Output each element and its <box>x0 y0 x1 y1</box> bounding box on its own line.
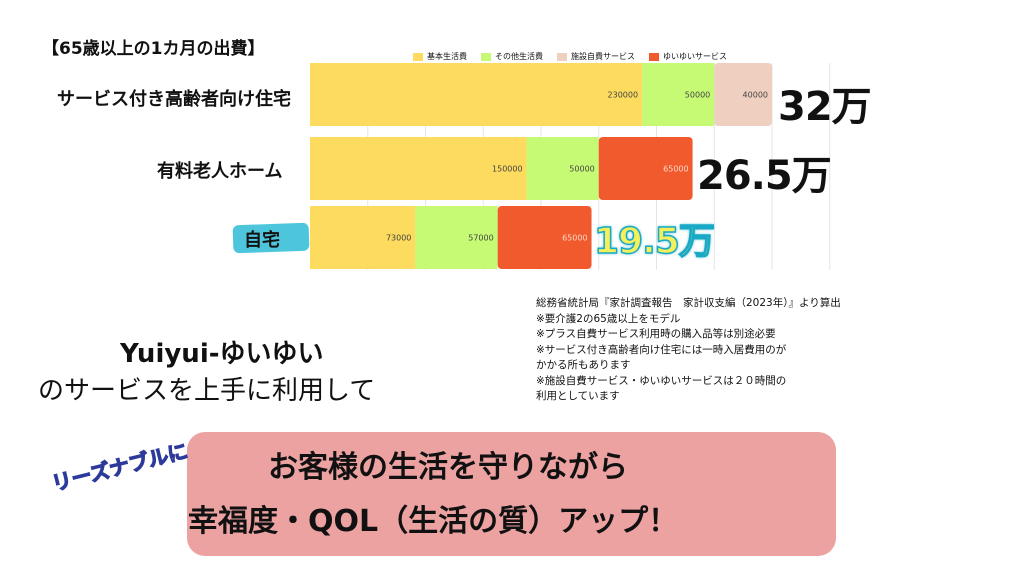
chart-legend: 基本生活費 その他生活費 施設自費サービス ゆいゆいサービス <box>413 51 727 62</box>
bar-value-label: 65000 <box>562 234 587 243</box>
brand-subtitle: のサービスを上手に利用して <box>38 376 376 406</box>
bar-value-label: 65000 <box>663 165 688 174</box>
legend-item: ゆいゆいサービス <box>649 51 727 62</box>
legend-label: 基本生活費 <box>427 52 467 61</box>
bar-value-label: 50000 <box>685 91 710 100</box>
legend-item: その他生活費 <box>481 51 543 62</box>
legend-label: その他生活費 <box>495 52 543 61</box>
bar-value-label: 230000 <box>608 91 639 100</box>
legend-swatch <box>481 52 491 61</box>
bar-segment <box>714 63 772 126</box>
bar-segment <box>497 206 592 269</box>
row-label-home: 自宅 <box>244 230 280 251</box>
total-label: 26.5万 <box>697 153 832 199</box>
source-note: 総務省統計局『家計調査報告 家計収支編（2023年）』より算出 ※要介護2の65… <box>536 296 841 405</box>
row-label-nursing-home: 有料老人ホーム <box>157 161 283 182</box>
brand-name: Yuiyui-ゆいゆい <box>120 339 324 369</box>
bar-segment <box>415 206 498 269</box>
legend-swatch <box>413 52 423 61</box>
row-label-sakoju: サービス付き高齢者向け住宅 <box>57 89 291 110</box>
bar-segment <box>598 137 693 200</box>
note-line: かかる所もあります <box>536 359 631 371</box>
bar-segment <box>310 63 643 126</box>
bar-value-label: 73000 <box>386 234 411 243</box>
page-title: 【65歳以上の1カ月の出費】 <box>42 39 265 59</box>
legend-swatch <box>649 52 659 61</box>
note-line: ※要介護2の65歳以上をモデル <box>536 312 681 325</box>
note-line: ※サービス付き高齢者向け住宅には一時入居費用のが <box>536 343 787 356</box>
banner-tag: リーズナブルに <box>49 438 191 496</box>
bar-value-label: 150000 <box>492 165 523 174</box>
note-line: ※施設自費サービス・ゆいゆいサービスは２０時間の <box>536 374 787 387</box>
bar-segment <box>642 63 715 126</box>
bar-segment <box>310 137 527 200</box>
banner-line-2: 幸福度・QOL（生活の質）アップ！ <box>188 504 679 539</box>
bar-value-label: 50000 <box>569 165 594 174</box>
total-label: 32万 <box>778 84 872 130</box>
bar-segment <box>310 206 416 269</box>
legend-item: 基本生活費 <box>413 51 467 62</box>
bar-segment <box>526 137 599 200</box>
legend-label: ゆいゆいサービス <box>663 52 727 61</box>
bar-value-label: 40000 <box>743 91 768 100</box>
note-line: 利用としています <box>536 390 620 402</box>
banner-line-1: お客様の生活を守りながら <box>268 450 628 485</box>
bar-value-label: 57000 <box>468 234 493 243</box>
legend-swatch <box>557 52 567 61</box>
legend-label: 施設自費サービス <box>571 52 635 61</box>
banner <box>187 432 836 556</box>
total-label-highlight: 19.5万 <box>593 220 715 263</box>
legend-item: 施設自費サービス <box>557 51 635 62</box>
note-line: 総務省統計局『家計調査報告 家計収支編（2023年）』より算出 <box>536 297 841 309</box>
stacked-bar-chart: 230000 50000 40000 150000 50000 65000 73000 570… <box>310 63 831 270</box>
note-line: ※プラス自費サービス利用時の購入品等は別途必要 <box>536 328 776 340</box>
